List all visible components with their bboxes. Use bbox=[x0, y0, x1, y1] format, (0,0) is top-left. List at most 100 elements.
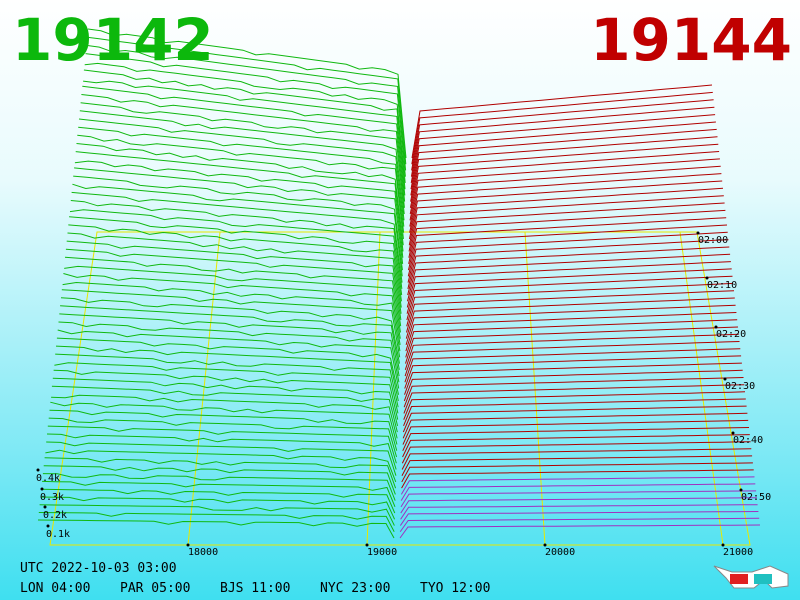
ask-depth-line bbox=[410, 106, 715, 177]
bid-depth-line bbox=[39, 504, 395, 526]
ask-depth-line bbox=[402, 419, 749, 445]
ask-depth-line bbox=[406, 282, 734, 327]
ask-depth-line bbox=[401, 469, 754, 489]
zone-time: LON 04:00 bbox=[20, 581, 90, 596]
ask-depth-line bbox=[410, 136, 718, 202]
time-tick bbox=[731, 431, 735, 435]
bid-depth-line bbox=[73, 175, 403, 271]
price-plane-line bbox=[524, 231, 546, 546]
ask-depth-line bbox=[403, 369, 743, 402]
ask-depth-line bbox=[403, 384, 745, 414]
ask-depth-line bbox=[408, 209, 726, 265]
bid-depth-line bbox=[38, 512, 395, 533]
bid-depth-line bbox=[72, 183, 403, 277]
bid-depth-line bbox=[69, 209, 403, 296]
ask-depth-line bbox=[404, 333, 739, 370]
price-tick-label: 21000 bbox=[723, 547, 753, 558]
bid-depth-line bbox=[75, 151, 404, 252]
time-tick-label: 02:10 bbox=[707, 280, 737, 291]
ask-depth-line bbox=[407, 224, 728, 277]
price-tick-label: 20000 bbox=[545, 547, 575, 558]
bid-depth-line bbox=[62, 281, 401, 352]
bid-depth-line bbox=[41, 488, 396, 514]
bid-depth-line bbox=[54, 362, 399, 414]
bid-depth-line bbox=[81, 94, 405, 208]
bid-depth-line bbox=[43, 465, 396, 495]
bid-depth-line bbox=[66, 240, 402, 321]
bid-depth-line bbox=[71, 191, 403, 283]
time-tick bbox=[696, 231, 700, 235]
ask-depth-line bbox=[407, 246, 730, 296]
time-tick bbox=[739, 488, 743, 492]
price-tick bbox=[365, 543, 369, 547]
ask-depth-line bbox=[408, 202, 725, 258]
ask-depth-line bbox=[411, 99, 714, 171]
bid-depth-line bbox=[74, 160, 404, 258]
glasses-icon[interactable] bbox=[713, 565, 789, 589]
ask-depth-line bbox=[407, 217, 727, 271]
time-tick-label: 02:00 bbox=[698, 235, 728, 246]
bid-depth-line bbox=[40, 496, 396, 520]
ask-depth-line bbox=[404, 341, 740, 377]
bid-depth-line bbox=[58, 321, 400, 383]
floor-frame bbox=[49, 231, 751, 546]
bid-depth-line bbox=[70, 200, 403, 289]
ask-depth-line bbox=[400, 504, 758, 520]
bid-depth-line bbox=[59, 313, 400, 377]
price-plane-line bbox=[366, 231, 381, 546]
price-tick bbox=[543, 543, 547, 547]
ask-depth-line bbox=[404, 355, 742, 389]
bid-depth-line bbox=[79, 110, 405, 221]
cyan-lens bbox=[754, 574, 772, 584]
time-tick-label: 02:30 bbox=[725, 381, 755, 392]
ask-depth-line bbox=[405, 319, 738, 358]
bid-depth-line bbox=[76, 143, 404, 246]
bid-depth-line bbox=[82, 85, 406, 202]
frame bbox=[49, 231, 751, 546]
ask-depth-line bbox=[403, 377, 744, 408]
bid-depth-line bbox=[83, 69, 406, 190]
ask-depth-line bbox=[406, 268, 732, 314]
ask-depth-line bbox=[400, 483, 756, 501]
ask-depth-line bbox=[407, 239, 729, 289]
ask-depth-line bbox=[406, 253, 731, 302]
bid-depth-line bbox=[55, 353, 399, 408]
depth-surface bbox=[37, 28, 761, 539]
bid-depth-line bbox=[69, 216, 402, 302]
bid-depth-line bbox=[60, 297, 400, 364]
ask-depth-line bbox=[408, 180, 723, 240]
bid-depth-line bbox=[55, 345, 399, 402]
bid-depth-line bbox=[57, 329, 400, 389]
bid-depth-line bbox=[42, 473, 396, 501]
bid-depth-line bbox=[87, 36, 407, 165]
ask-depth-line bbox=[406, 275, 733, 321]
ask-depth-line bbox=[403, 398, 746, 427]
ask-depth-line bbox=[410, 128, 717, 196]
ask-depth-line bbox=[405, 326, 739, 364]
bid-depth-line bbox=[56, 337, 400, 395]
time-tick bbox=[705, 276, 709, 280]
bid-depth-line bbox=[85, 53, 406, 177]
bid-depth-line bbox=[46, 433, 397, 470]
bid-depth-line bbox=[48, 417, 398, 458]
ask-depth-line bbox=[411, 84, 713, 159]
bid-depth-line bbox=[64, 265, 401, 339]
bid-depth-line bbox=[60, 305, 400, 370]
depth-tick bbox=[43, 505, 47, 509]
ask-depth-line bbox=[404, 348, 741, 383]
price-tick-label: 18000 bbox=[188, 547, 218, 558]
price-tick-label: 19000 bbox=[367, 547, 397, 558]
bid-depth-line bbox=[64, 256, 401, 333]
bid-depth-line bbox=[68, 224, 402, 308]
ask-depth-line bbox=[409, 173, 722, 233]
utc-time: UTC 2022-10-03 03:00 bbox=[20, 561, 177, 576]
ask-depth-line bbox=[401, 448, 752, 470]
time-tick bbox=[714, 325, 718, 329]
glasses-frame bbox=[713, 565, 789, 589]
zone-time: PAR 05:00 bbox=[120, 581, 190, 596]
ask-depth-line bbox=[407, 231, 728, 283]
ask-depth-line bbox=[402, 427, 750, 451]
labels: 18000 19000 20000 21000 0.1k 0.2k 0.3k 0.4k 02:0… bbox=[36, 231, 771, 558]
